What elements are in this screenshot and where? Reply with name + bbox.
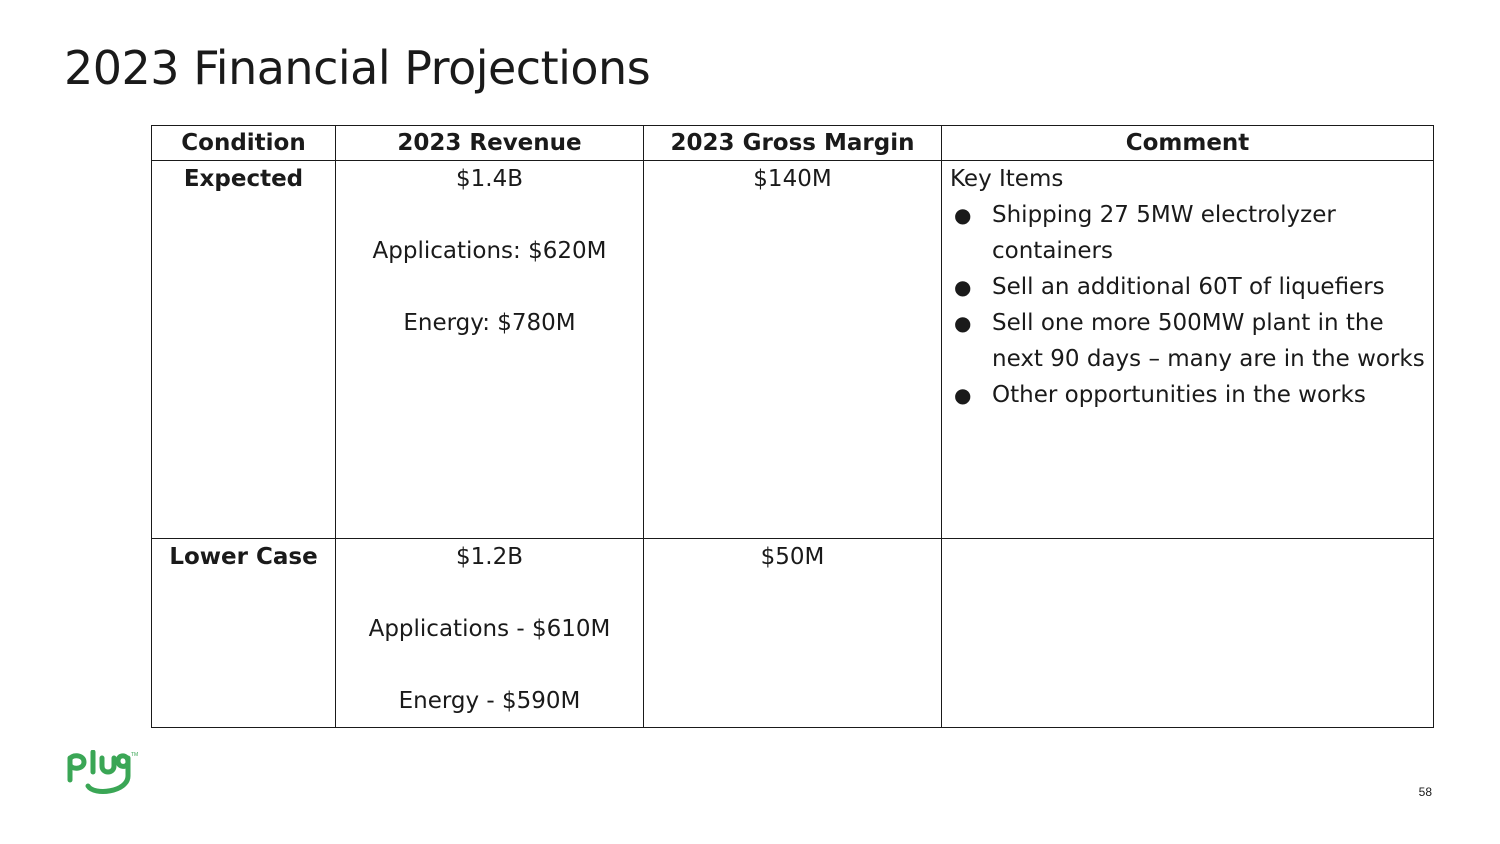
list-item-text: Shipping 27 5MW electrolyzer containers [992, 202, 1336, 264]
list-item: ● Sell an additional 60T of liquefiers [950, 269, 1425, 305]
gross-margin-cell: $140M [643, 160, 942, 539]
list-item: ● Shipping 27 5MW electrolyzer containers [950, 197, 1425, 269]
revenue-applications: Applications - $610M [368, 616, 611, 642]
financial-projections-table: Condition 2023 Revenue 2023 Gross Margin… [151, 125, 1434, 728]
condition-cell: Expected [151, 160, 336, 539]
key-items-list: ● Shipping 27 5MW electrolyzer containers… [950, 197, 1425, 413]
page-number: 58 [1418, 785, 1432, 799]
header-revenue: 2023 Revenue [335, 125, 644, 161]
revenue-applications: Applications: $620M [372, 238, 607, 264]
table-row-lower-case: Lower Case $1.2B Applications - $610M En… [151, 538, 1434, 728]
gross-margin-cell: $50M [643, 538, 942, 728]
header-comment: Comment [941, 125, 1434, 161]
revenue-cell: $1.4B Applications: $620M Energy: $780M [335, 160, 644, 539]
revenue-cell: $1.2B Applications - $610M Energy - $590… [335, 538, 644, 728]
list-item-text: Sell one more 500MW plant in the next 90… [992, 310, 1425, 372]
slide-title: 2023 Financial Projections [64, 41, 651, 95]
comment-cell: Key Items ● Shipping 27 5MW electrolyzer … [941, 160, 1434, 539]
header-gross-margin: 2023 Gross Margin [643, 125, 942, 161]
plug-logo-icon: TM [66, 749, 138, 802]
revenue-total: $1.2B [456, 544, 523, 570]
bullet-icon: ● [954, 383, 972, 407]
comment-cell [941, 538, 1434, 728]
condition-cell: Lower Case [151, 538, 336, 728]
bullet-icon: ● [954, 203, 972, 227]
comment-heading: Key Items [950, 166, 1064, 192]
revenue-energy: Energy: $780M [403, 310, 576, 336]
bullet-icon: ● [954, 311, 972, 335]
list-item-text: Other opportunities in the works [992, 382, 1366, 408]
list-item: ● Other opportunities in the works [950, 377, 1425, 413]
table-header-row: Condition 2023 Revenue 2023 Gross Margin… [151, 125, 1434, 161]
table-row-expected: Expected $1.4B Applications: $620M Energ… [151, 160, 1434, 539]
bullet-icon: ● [954, 275, 972, 299]
list-item-text: Sell an additional 60T of liquefiers [992, 274, 1385, 300]
revenue-total: $1.4B [456, 166, 523, 192]
header-condition: Condition [151, 125, 336, 161]
revenue-energy: Energy - $590M [398, 688, 581, 714]
svg-text:TM: TM [131, 752, 138, 758]
list-item: ● Sell one more 500MW plant in the next 9… [950, 305, 1425, 377]
